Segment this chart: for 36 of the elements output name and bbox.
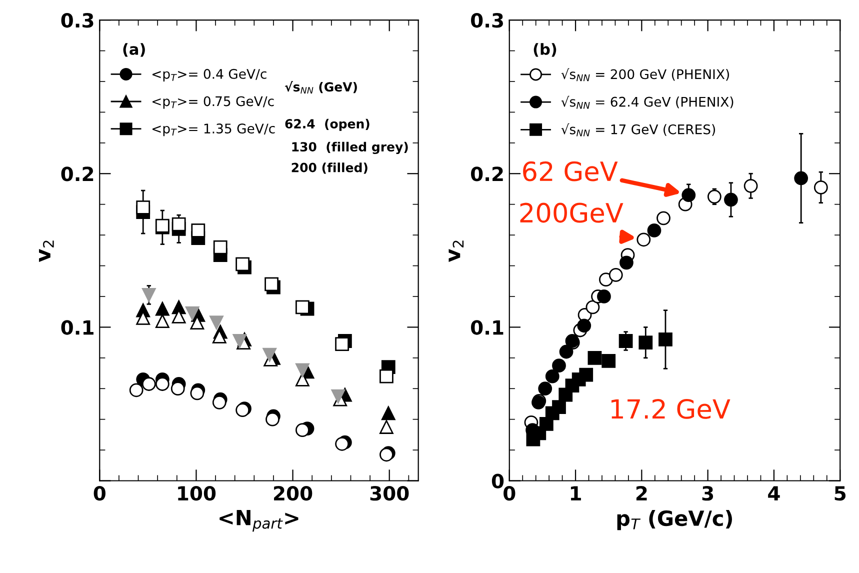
y-tick-label: 0.1 xyxy=(471,320,504,335)
text: (a) xyxy=(123,43,145,57)
y-axis-title: v$_{2}$ xyxy=(448,240,464,262)
annotation: 17.2 GeV xyxy=(612,398,730,419)
annotation: √s$_{NN}$ (GeV) xyxy=(284,80,357,94)
legend-label: √s$_{NN}$ = 62.4 GeV (PHENIX) xyxy=(561,96,734,109)
x-tick-label: 3 xyxy=(702,486,714,501)
y-tick-label: 0.2 xyxy=(471,166,503,182)
x-tick-label: 0 xyxy=(504,486,516,501)
annotation: 62.4 (open) xyxy=(285,118,370,131)
y-axis-title: v$_{2}$ xyxy=(38,240,54,262)
x-tick-label: 0 xyxy=(94,486,106,501)
x-tick-label: 4 xyxy=(768,486,780,500)
legend-label: √s$_{NN}$ = 17 GeV (CERES) xyxy=(561,123,716,136)
x-tick-label: 100 xyxy=(178,486,216,501)
x-tick-label: 5 xyxy=(834,486,846,501)
x-tick-label: 300 xyxy=(370,486,409,501)
y-tick-label: 0 xyxy=(492,474,504,488)
x-axis-title: p$_{T}$ (GeV/c) xyxy=(617,510,732,530)
x-tick-label: 2 xyxy=(636,486,647,500)
legend-label: <p$_{T}$>= 0.75 GeV/c xyxy=(152,96,274,109)
annotation: 62 GeV xyxy=(523,161,618,182)
x-axis-title: <N$_{part}$> xyxy=(220,510,298,532)
x-tick-label: 200 xyxy=(274,486,312,501)
y-tick-label: 0.3 xyxy=(61,13,94,28)
annotation: 200 (filled) xyxy=(292,162,368,174)
legend-label: <p$_{T}$>= 1.35 GeV/c xyxy=(152,124,275,136)
y-tick-label: 0.3 xyxy=(471,13,503,28)
x-tick-label: 1 xyxy=(570,486,581,500)
legend-label: √s$_{NN}$ = 200 GeV (PHENIX) xyxy=(561,68,729,82)
text: (b) xyxy=(534,43,556,57)
y-tick-label: 0.2 xyxy=(61,166,94,182)
legend-label: <p$_{T}$>= 0.4 GeV/c xyxy=(152,68,266,82)
annotation: 130 (filled grey) xyxy=(292,142,408,154)
y-tick-label: 0.1 xyxy=(61,320,94,335)
annotation: 200GeV xyxy=(520,202,624,223)
